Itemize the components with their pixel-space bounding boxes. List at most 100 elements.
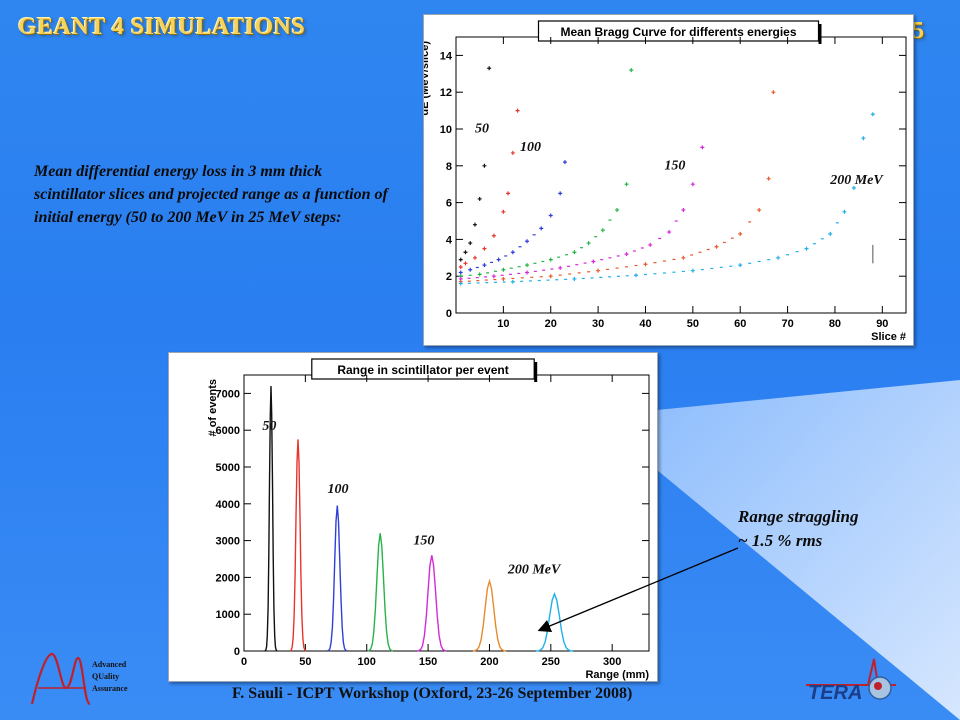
- bragg-point: [615, 207, 620, 212]
- bragg-point: [482, 246, 487, 251]
- bragg-point: [491, 233, 496, 238]
- bragg-curve-chart-panel: Mean Bragg Curve for differents energies…: [423, 14, 914, 346]
- bragg-point: [572, 250, 577, 255]
- bragg-point: [548, 257, 553, 262]
- bragg-point: [468, 241, 473, 246]
- x-tick-label: 90: [876, 318, 888, 330]
- bragg-point: [690, 268, 695, 273]
- energy-annotation: 50: [475, 122, 489, 137]
- bragg-point: [496, 257, 501, 262]
- x-axis-label: Range (mm): [585, 669, 649, 681]
- bragg-point: [738, 231, 743, 236]
- bragg-point: [525, 263, 530, 268]
- bragg-point: [624, 182, 629, 187]
- bragg-point: [472, 255, 477, 260]
- bragg-point: [771, 90, 776, 95]
- x-tick-label: 10: [497, 318, 509, 330]
- x-tick-label: 0: [241, 656, 247, 668]
- tera-logo-text: TERA: [808, 682, 862, 704]
- range-peak-3: [327, 505, 348, 652]
- chart-title-shadow: [534, 362, 538, 382]
- bragg-point: [468, 267, 473, 272]
- bragg-point: [501, 267, 506, 272]
- x-tick-label: 40: [639, 318, 651, 330]
- bragg-point: [629, 68, 634, 73]
- bragg-point: [851, 185, 856, 190]
- bragg-point: [624, 252, 629, 257]
- x-tick-label: 60: [734, 318, 746, 330]
- x-axis-label: Slice #: [871, 331, 906, 343]
- bragg-point: [501, 276, 506, 281]
- aqa-logo: Advanced QUality Assurance: [30, 652, 128, 706]
- y-tick-label: 5000: [216, 462, 240, 474]
- y-tick-label: 2: [446, 271, 452, 283]
- footer-citation: F. Sauli - ICPT Workshop (Oxford, 23-26 …: [232, 685, 633, 702]
- bragg-point: [548, 213, 553, 218]
- y-tick-label: 10: [440, 124, 452, 136]
- range-peak-7: [535, 592, 574, 652]
- energy-annotation: 200 MeV: [829, 173, 884, 188]
- chart-title: Mean Bragg Curve for differents energies: [560, 25, 796, 39]
- y-tick-label: 14: [440, 50, 453, 62]
- x-tick-label: 70: [781, 318, 793, 330]
- energy-annotation: 150: [664, 158, 685, 173]
- bragg-point: [487, 66, 492, 71]
- y-tick-label: 1000: [216, 609, 240, 621]
- x-tick-label: 100: [358, 656, 376, 668]
- range-peak-1: [264, 385, 278, 652]
- x-tick-label: 150: [419, 656, 437, 668]
- bragg-point: [667, 230, 672, 235]
- bragg-point: [539, 226, 544, 231]
- bragg-point: [477, 272, 482, 277]
- bragg-point: [634, 273, 638, 278]
- energy-annotation: 50: [262, 419, 276, 434]
- bragg-point: [558, 265, 563, 270]
- bragg-point: [482, 163, 487, 168]
- y-tick-label: 7000: [216, 388, 240, 400]
- aqa-logo-text-1: Advanced: [92, 660, 127, 669]
- bragg-point: [501, 209, 506, 214]
- bragg-series-1: [458, 66, 492, 262]
- y-tick-label: 0: [446, 308, 452, 320]
- bragg-point: [491, 274, 496, 279]
- bragg-point: [766, 176, 771, 181]
- y-tick-label: 4: [446, 234, 453, 246]
- bragg-point: [870, 112, 875, 117]
- range-peak-4: [367, 533, 394, 652]
- range-histogram-panel: Range in scintillator per event 0 50 100 150…: [168, 352, 658, 682]
- chart-title-shadow: [818, 24, 822, 44]
- bragg-point: [757, 207, 762, 212]
- aqa-logo-text-2: QUality: [92, 672, 119, 681]
- bragg-point: [681, 207, 686, 212]
- bragg-point: [525, 239, 530, 244]
- bragg-point: [510, 279, 515, 284]
- bragg-point: [596, 268, 601, 273]
- bragg-point: [586, 241, 591, 246]
- y-tick-label: 2000: [216, 572, 240, 584]
- bragg-point: [572, 276, 577, 281]
- bragg-point: [861, 136, 866, 141]
- bragg-point: [482, 263, 487, 268]
- slide-title: GEANT 4 SIMULATIONS: [18, 14, 306, 40]
- bragg-series-2: [458, 108, 520, 269]
- plot-frame: [243, 374, 650, 652]
- bragg-point: [477, 196, 482, 201]
- bragg-point: [515, 108, 520, 113]
- bragg-series-4: [458, 68, 634, 279]
- bragg-point: [472, 222, 477, 227]
- bragg-point: [600, 228, 605, 233]
- bragg-point: [510, 250, 515, 255]
- bragg-point: [828, 231, 833, 236]
- bragg-point: [510, 150, 515, 155]
- y-axis-label: dE (MeV/slice): [424, 41, 431, 116]
- bragg-series-7: [458, 112, 875, 286]
- bragg-point: [458, 270, 463, 275]
- note-line-2: ~ 1.5 % rms: [738, 531, 823, 550]
- y-tick-label: 3000: [216, 536, 240, 548]
- slide-number: 5: [912, 18, 924, 44]
- bragg-point: [842, 209, 847, 214]
- bragg-point: [776, 255, 781, 260]
- energy-annotation: 200 MeV: [507, 563, 562, 578]
- x-tick-label: 300: [603, 656, 621, 668]
- y-tick-label: 4000: [216, 499, 240, 511]
